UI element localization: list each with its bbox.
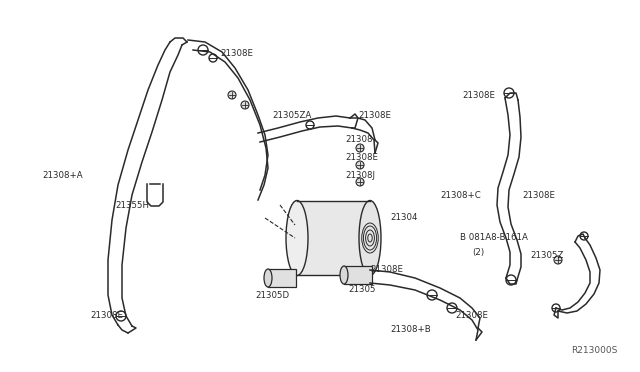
Text: 21308E: 21308E (455, 311, 488, 320)
Text: R213000S: R213000S (572, 346, 618, 355)
Circle shape (356, 178, 364, 186)
Text: 21308-: 21308- (345, 135, 376, 144)
Text: 21308E: 21308E (522, 190, 555, 199)
Bar (268, 269, 296, 287)
Text: 21308+A: 21308+A (42, 170, 83, 180)
Bar (344, 266, 372, 284)
Ellipse shape (264, 269, 272, 287)
Text: 21308+B: 21308+B (390, 326, 431, 334)
Circle shape (241, 101, 249, 109)
Text: 21305: 21305 (348, 285, 376, 295)
Text: 21308E: 21308E (370, 266, 403, 275)
FancyBboxPatch shape (297, 201, 370, 275)
Text: B 081A8-B161A: B 081A8-B161A (460, 234, 528, 243)
Circle shape (554, 256, 562, 264)
Text: 21305ZA: 21305ZA (272, 110, 311, 119)
Text: 21305Z: 21305Z (530, 250, 563, 260)
Text: 21308E: 21308E (220, 48, 253, 58)
Text: 21305D: 21305D (255, 291, 289, 299)
Text: 21308E: 21308E (358, 110, 391, 119)
Ellipse shape (340, 266, 348, 284)
Text: 21355H: 21355H (115, 201, 149, 209)
Text: 21308J: 21308J (345, 170, 375, 180)
Text: 21308E: 21308E (90, 311, 123, 320)
Text: 21308E: 21308E (462, 90, 495, 99)
Circle shape (228, 91, 236, 99)
Ellipse shape (359, 201, 381, 276)
Ellipse shape (286, 201, 308, 276)
Circle shape (356, 144, 364, 152)
Text: (2): (2) (472, 248, 484, 257)
Text: 21304: 21304 (390, 214, 417, 222)
Circle shape (356, 161, 364, 169)
Text: 21308+C: 21308+C (440, 190, 481, 199)
Text: 21308E: 21308E (345, 154, 378, 163)
